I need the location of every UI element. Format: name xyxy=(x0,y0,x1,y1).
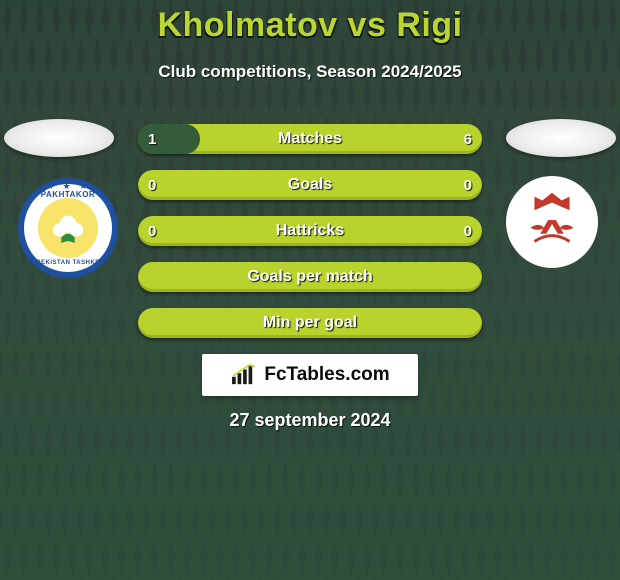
stat-bar-label: Hattricks xyxy=(138,216,482,246)
stat-bar-label: Goals per match xyxy=(138,262,482,292)
stat-bar-min_per_goal: Min per goal xyxy=(138,308,482,338)
comparison-subtitle: Club competitions, Season 2024/2025 xyxy=(0,62,620,82)
watermark: FcTables.com xyxy=(202,354,418,396)
player-photo-left xyxy=(4,119,114,157)
comparison-title: Kholmatov vs Rigi xyxy=(0,6,620,45)
team-left-label-bottom: UZBEKISTAN TASHKENT xyxy=(24,260,112,266)
team-logo-right xyxy=(502,172,602,272)
stat-bar-hattricks: Hattricks0 0 xyxy=(138,216,482,246)
stat-bar-label: Goals xyxy=(138,170,482,200)
stat-bar-value-right: 0 xyxy=(464,170,472,200)
comparison-date: 27 september 2024 xyxy=(0,410,620,431)
stat-bars: Matches16Goals00Hattricks00Goals per mat… xyxy=(138,124,482,354)
stat-bar-value-left: 0 xyxy=(148,170,156,200)
stat-bar-goals: Goals0 0 xyxy=(138,170,482,200)
player-photo-right xyxy=(506,119,616,157)
nasaf-crest-icon xyxy=(513,183,591,261)
stat-bar-value-left: 0 xyxy=(148,216,156,246)
stat-bar-matches: Matches1 6 xyxy=(138,124,482,154)
watermark-text: FcTables.com xyxy=(264,364,389,386)
stat-bar-value-right: 0 xyxy=(464,216,472,246)
stat-bar-label: Matches xyxy=(138,124,482,154)
team-logo-left: ★ ★ ★ PAKHTAKOR UZBEKISTAN TASHKENT xyxy=(18,178,118,278)
team-left-label-top: PAKHTAKOR xyxy=(24,190,112,199)
stat-bar-label: Min per goal xyxy=(138,308,482,338)
fctables-logo-icon xyxy=(230,364,258,386)
stat-bar-value-left: 1 xyxy=(148,124,156,154)
stat-bar-value-right: 6 xyxy=(464,124,472,154)
stat-bar-goals_per_match: Goals per match xyxy=(138,262,482,292)
cotton-icon xyxy=(49,209,87,247)
